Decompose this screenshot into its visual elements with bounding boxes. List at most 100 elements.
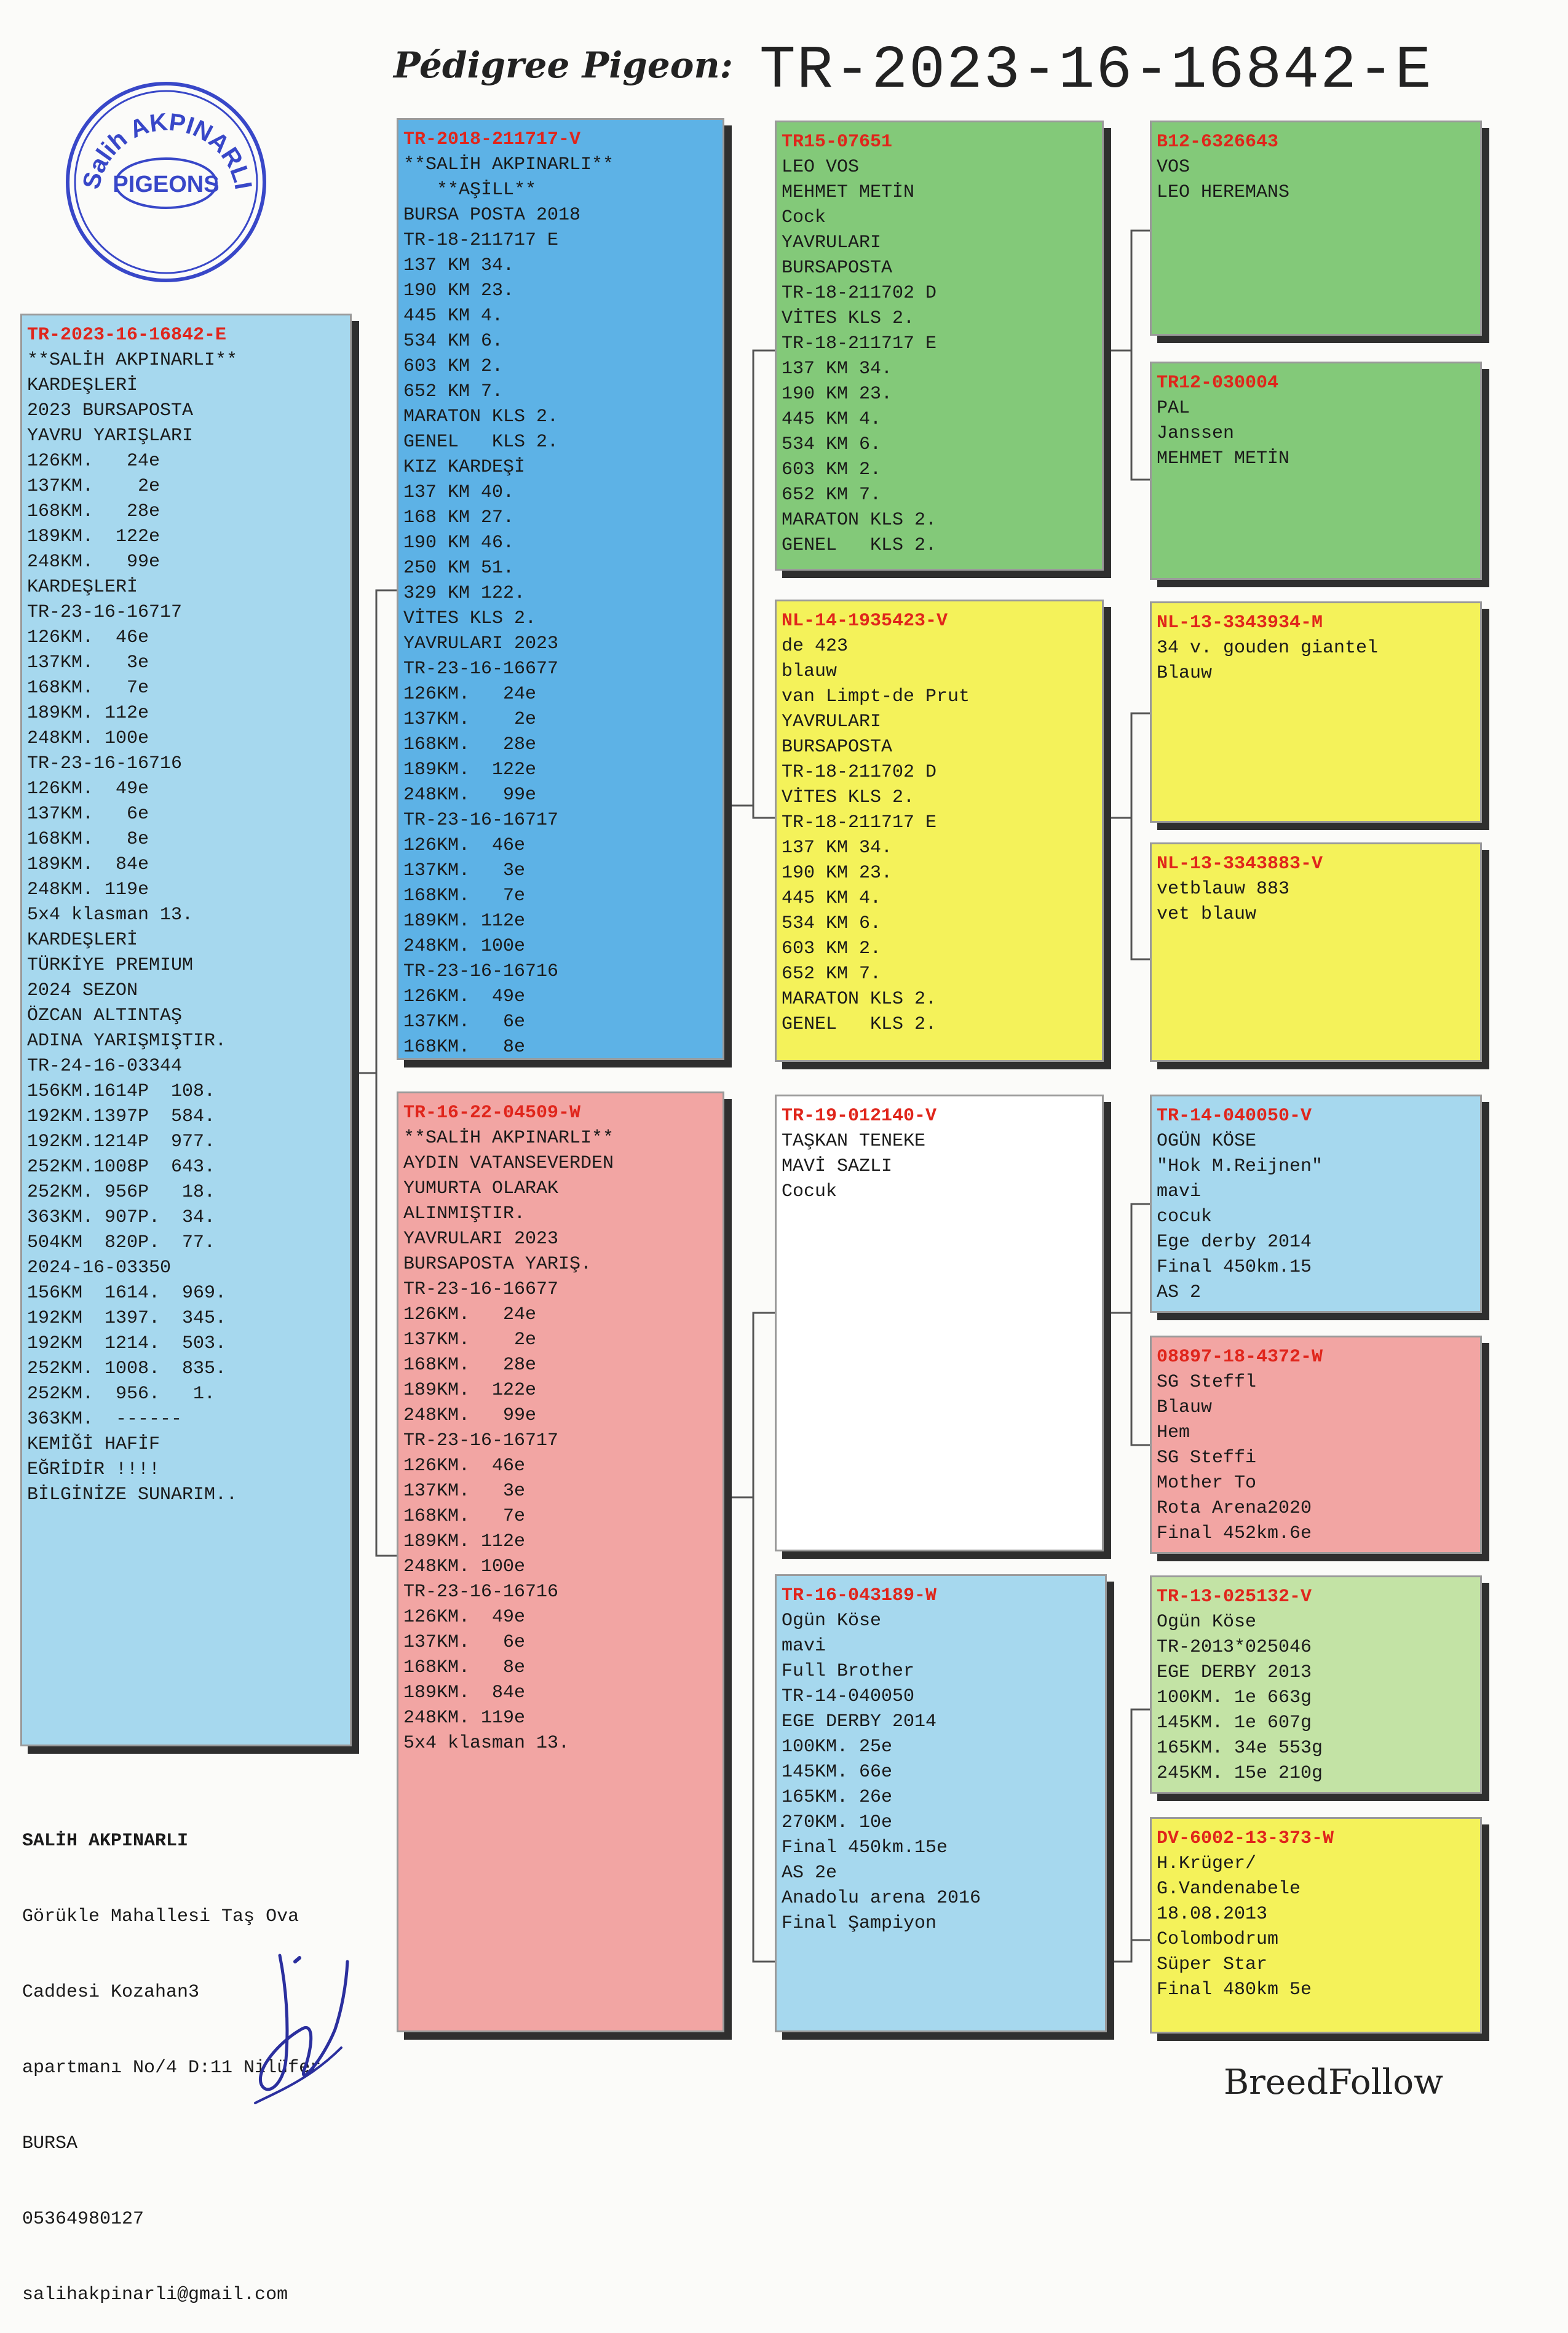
- subject-line: KEMİĞİ HAFİF: [27, 1434, 160, 1455]
- sire-line: **AŞİLL**: [403, 180, 537, 200]
- dam-dam-ring: TR-16-043189-W: [782, 1585, 937, 1606]
- sire-sire-ring: TR15-07651: [782, 132, 893, 152]
- dam-dam-line: TR-14-040050: [782, 1686, 915, 1707]
- pedigree-ring-number: TR-2023-16-16842-E: [759, 37, 1433, 105]
- breedfollow-logo: BreedFollow: [1224, 2062, 1444, 2102]
- subject-line: 192KM 1214. 503.: [27, 1333, 227, 1354]
- dam-line: 248KM. 99e: [403, 1405, 537, 1426]
- subject-line: 168KM. 8e: [27, 829, 149, 850]
- sire-line: YAVRULARI 2023: [403, 633, 559, 654]
- subject-line: 126KM. 49e: [27, 778, 149, 799]
- breeder-name: SALİH AKPINARLI: [22, 1831, 189, 1852]
- sire-dam-line: VİTES KLS 2.: [782, 787, 915, 808]
- sire-dam-dam-line: vetblauw 883: [1157, 879, 1290, 900]
- dam-dam-line: Anadolu arena 2016: [782, 1888, 981, 1909]
- sire-dam-box: NL-14-1935423-V de 423 blauw van Limpt-d…: [775, 600, 1104, 1062]
- subject-line: 252KM.1008P 643.: [27, 1157, 216, 1178]
- sire-line: 168KM. 28e: [403, 734, 537, 755]
- dam-dam-line: Final Şampiyon: [782, 1913, 937, 1934]
- sire-dam-line: 603 KM 2.: [782, 938, 882, 959]
- subject-line: 252KM. 956. 1.: [27, 1384, 216, 1404]
- subject-line: 189KM. 122e: [27, 526, 160, 547]
- subject-line: 504KM 820P. 77.: [27, 1232, 216, 1253]
- dam-line: YAVRULARI 2023: [403, 1229, 559, 1250]
- sire-sire-sire-box: B12-6326643 VOS LEO HEREMANS: [1150, 121, 1482, 336]
- dam-dam-line: 145KM. 66e: [782, 1762, 893, 1783]
- dam-sire-sire-line: mavi: [1157, 1181, 1202, 1202]
- sire-line: 137 KM 40.: [403, 482, 515, 503]
- kennel-stamp: Salih AKPINARLI PIGEONS: [66, 82, 266, 282]
- sire-dam-line: blauw: [782, 661, 837, 682]
- contact-line: Caddesi Kozahan3: [22, 1982, 200, 2003]
- sire-dam-line: TR-18-211717 E: [782, 812, 937, 833]
- sire-sire-line: VİTES KLS 2.: [782, 308, 915, 329]
- dam-sire-sire-box: TR-14-040050-V OGÜN KÖSE "Hok M.Reijnen"…: [1150, 1095, 1482, 1313]
- dam-sire-dam-box: 08897-18-4372-W SG Steffl Blauw Hem SG S…: [1150, 1336, 1482, 1554]
- sire-dam-line: YAVRULARI: [782, 711, 882, 732]
- dam-dam-sire-line: 100KM. 1e 663g: [1157, 1687, 1312, 1708]
- dam-sire-ring: TR-19-012140-V: [782, 1106, 937, 1127]
- sire-line: 126KM. 49e: [403, 986, 526, 1007]
- dam-line: 248KM. 100e: [403, 1556, 526, 1577]
- sire-dam-ring: NL-14-1935423-V: [782, 611, 948, 632]
- subject-line: BİLGİNİZE SUNARIM..: [27, 1484, 238, 1505]
- sire-dam-line: 137 KM 34.: [782, 838, 893, 858]
- sire-line: 329 KM 122.: [403, 583, 526, 604]
- sire-sire-dam-line: MEHMET METİN: [1157, 448, 1290, 469]
- subject-line: 248KM. 99e: [27, 552, 160, 572]
- dam-line: 168KM. 7e: [403, 1506, 526, 1527]
- sire-line: 189KM. 122e: [403, 759, 537, 780]
- pedigree-label: Pédigree Pigeon:: [394, 44, 734, 86]
- sire-line: 534 KM 6.: [403, 331, 504, 352]
- sire-sire-line: 603 KM 2.: [782, 459, 882, 480]
- subject-line: 5x4 klasman 13.: [27, 905, 194, 925]
- dam-sire-dam-line: Blauw: [1157, 1397, 1213, 1418]
- signature-icon: [254, 1954, 349, 2104]
- sire-line: 248KM. 99e: [403, 785, 537, 806]
- subject-line: 168KM. 28e: [27, 501, 160, 522]
- dam-line: BURSAPOSTA YARIŞ.: [403, 1254, 592, 1275]
- sire-line: 189KM. 112e: [403, 911, 526, 932]
- sire-dam-line: van Limpt-de Prut: [782, 686, 970, 707]
- subject-ring: TR-2023-16-16842-E: [27, 325, 227, 346]
- subject-line: TR-23-16-16716: [27, 753, 183, 774]
- subject-line: 248KM. 100e: [27, 728, 149, 749]
- sire-dam-dam-ring: NL-13-3343883-V: [1157, 854, 1323, 874]
- sire-sire-line: Cock: [782, 207, 826, 228]
- dam-dam-dam-box: DV-6002-13-373-W H.Krüger/ G.Vandenabele…: [1150, 1817, 1482, 2034]
- sire-line: KIZ KARDEŞİ: [403, 457, 526, 478]
- dam-line: YUMURTA OLARAK: [403, 1178, 559, 1199]
- sire-line: VİTES KLS 2.: [403, 608, 537, 629]
- dam-sire-dam-line: Mother To: [1157, 1473, 1257, 1494]
- sire-sire-line: MARATON KLS 2.: [782, 510, 937, 531]
- subject-line: 189KM. 112e: [27, 703, 149, 724]
- subject-line: 126KM. 46e: [27, 627, 149, 648]
- subject-line: TR-23-16-16717: [27, 602, 183, 623]
- subject-line: 156KM.1614P 108.: [27, 1081, 216, 1102]
- dam-sire-box: TR-19-012140-V TAŞKAN TENEKE MAVİ SAZLI …: [775, 1095, 1104, 1551]
- sire-line: MARATON KLS 2.: [403, 406, 559, 427]
- sire-line: 190 KM 23.: [403, 280, 515, 301]
- sire-line: 137KM. 6e: [403, 1012, 526, 1032]
- dam-line: TR-23-16-16716: [403, 1582, 559, 1602]
- dam-dam-dam-line: 18.08.2013: [1157, 1904, 1268, 1925]
- dam-sire-dam-line: Rota Arena2020: [1157, 1498, 1312, 1519]
- subject-line: KARDEŞLERİ: [27, 375, 138, 396]
- subject-line: EĞRİDİR !!!!: [27, 1459, 160, 1480]
- dam-line: 137KM. 6e: [403, 1632, 526, 1653]
- subject-line: 192KM.1397P 584.: [27, 1106, 216, 1127]
- sire-dam-dam-box: NL-13-3343883-V vetblauw 883 vet blauw: [1150, 842, 1482, 1062]
- sire-sire-dam-box: TR12-030004 PAL Janssen MEHMET METİN: [1150, 362, 1482, 580]
- sire-line: TR-23-16-16677: [403, 659, 559, 679]
- subject-line: YAVRU YARIŞLARI: [27, 426, 194, 446]
- sire-line: TR-23-16-16717: [403, 810, 559, 831]
- sire-dam-line: MARATON KLS 2.: [782, 989, 937, 1010]
- dam-sire-sire-ring: TR-14-040050-V: [1157, 1106, 1312, 1127]
- sire-sire-line: 445 KM 4.: [782, 409, 882, 430]
- sire-line: 168KM. 7e: [403, 885, 526, 906]
- subject-line: TÜRKİYE PREMIUM: [27, 955, 194, 976]
- sire-dam-line: 652 KM 7.: [782, 964, 882, 984]
- sire-dam-line: de 423: [782, 636, 849, 657]
- sire-dam-sire-line: Blauw: [1157, 663, 1213, 684]
- sire-sire-dam-line: Janssen: [1157, 423, 1235, 444]
